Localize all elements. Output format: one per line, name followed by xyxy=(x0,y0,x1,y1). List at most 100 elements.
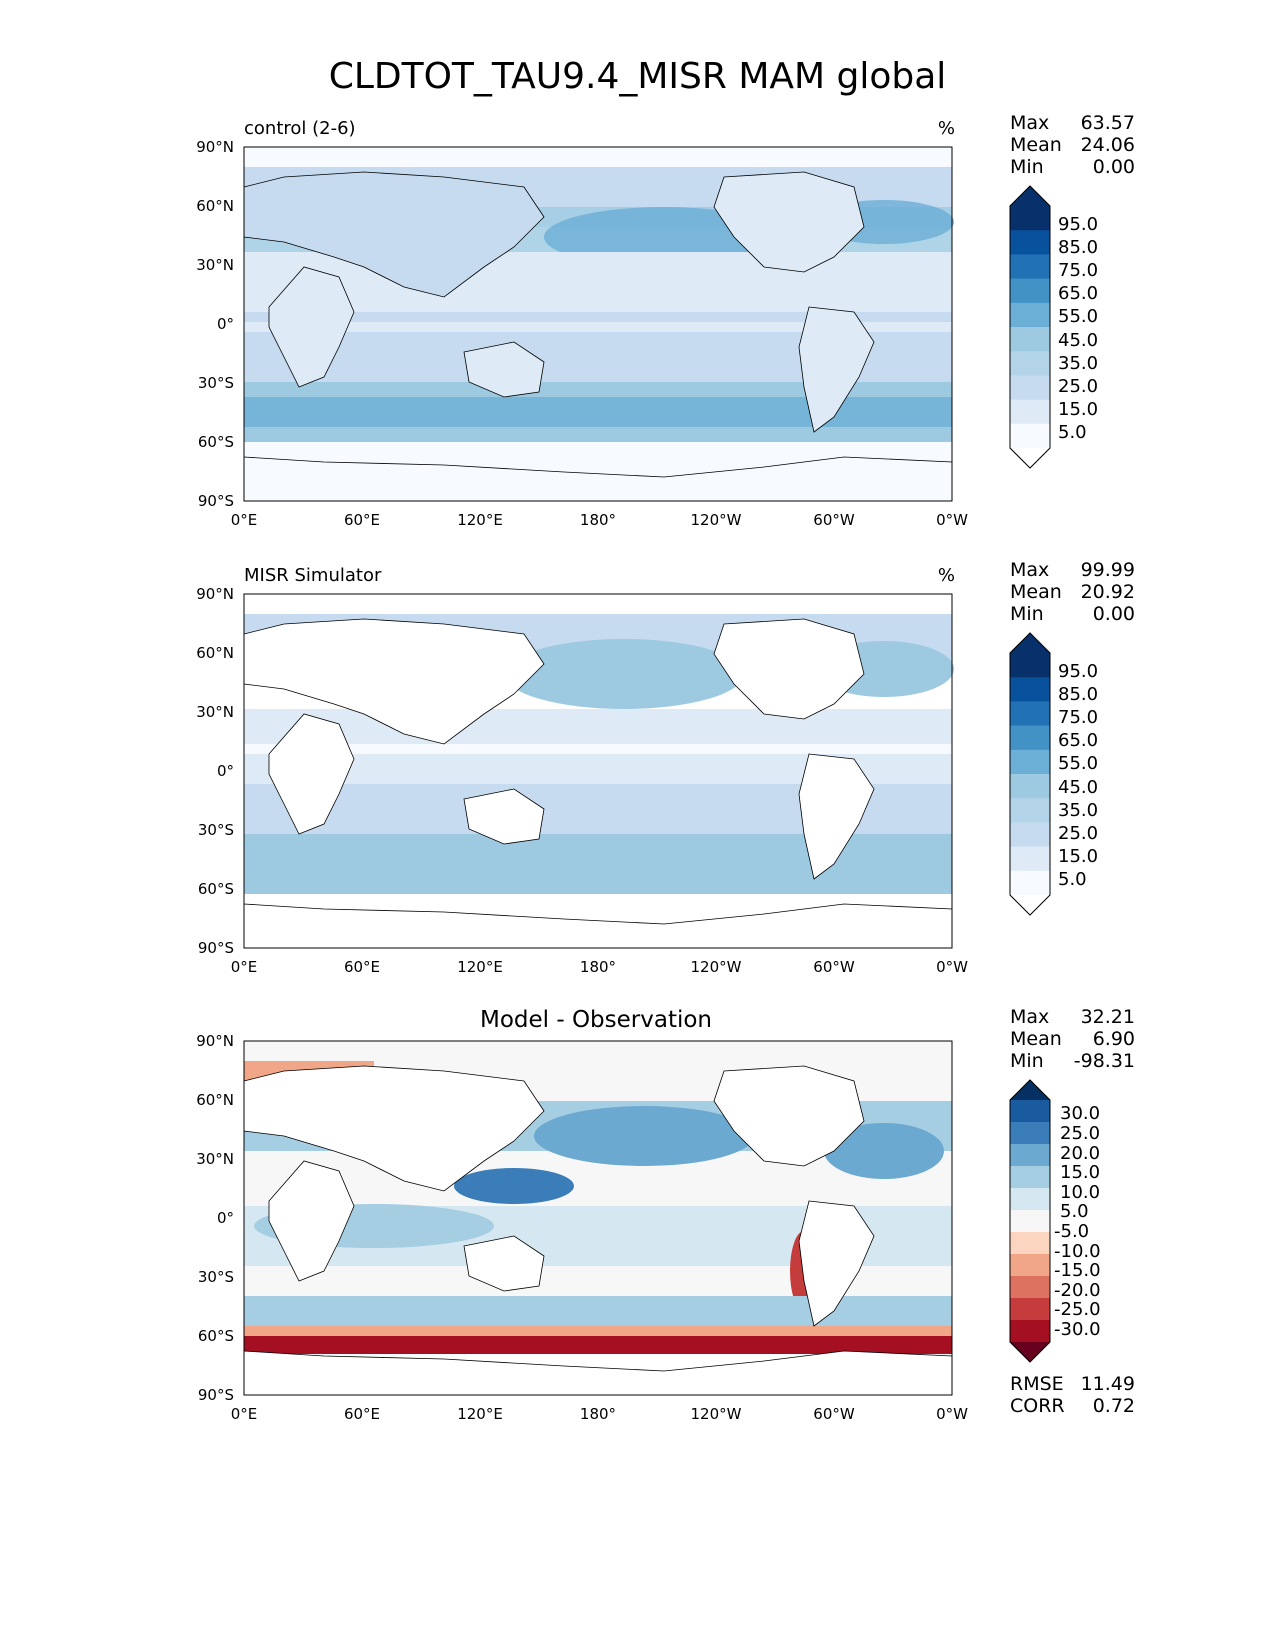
cb1-label: 65.0 xyxy=(1058,283,1099,304)
panel-2-xtick: 180° xyxy=(579,958,617,976)
colorbar-swatch xyxy=(1010,774,1050,799)
colorbar-swatch xyxy=(1010,725,1050,751)
cb3-label: -10.0 xyxy=(1054,1241,1101,1262)
cb1-label: 15.0 xyxy=(1058,399,1099,420)
colorbar-swatch xyxy=(1010,870,1050,896)
cb1-label: 85.0 xyxy=(1058,237,1099,258)
stat-mean: 24.06 xyxy=(1080,134,1135,156)
panel-3-xtick: 0°W xyxy=(936,1405,968,1423)
cb2-label: 5.0 xyxy=(1058,869,1087,890)
metric-rmse: 11.49 xyxy=(1080,1373,1135,1395)
stat-label: Min xyxy=(1010,156,1044,178)
panel-2-unit: % xyxy=(937,565,955,586)
colorbar-extend-top xyxy=(1010,1080,1050,1100)
colorbar-swatch xyxy=(1010,1188,1050,1211)
cb2-label: 45.0 xyxy=(1058,777,1099,798)
panel-1-xtick: 60°W xyxy=(813,511,855,529)
colorbar-swatch xyxy=(1010,677,1050,702)
panel-3-ytick: 30°N xyxy=(196,1150,234,1168)
cb3-label: -25.0 xyxy=(1054,1299,1101,1320)
panel-2-xtick: 60°W xyxy=(813,958,855,976)
colorbar-swatch xyxy=(1010,1100,1050,1123)
colorbar-extend-bottom xyxy=(1010,448,1050,468)
cb1-label: 75.0 xyxy=(1058,260,1099,281)
stat-max: 32.21 xyxy=(1080,1006,1135,1028)
cb1-label: 95.0 xyxy=(1058,214,1099,235)
colorbar-swatch xyxy=(1010,375,1050,401)
cb3-label: -5.0 xyxy=(1054,1221,1090,1242)
stat-label: Max xyxy=(1010,559,1050,581)
cb3-label: 15.0 xyxy=(1060,1162,1101,1183)
panel-2-map xyxy=(243,593,954,949)
colorbar-swatch xyxy=(1010,749,1050,775)
cb3-label: 10.0 xyxy=(1060,1182,1101,1203)
colorbar-swatch xyxy=(1010,278,1050,304)
cb2-label: 65.0 xyxy=(1058,730,1099,751)
colorbar-outline xyxy=(1009,632,1051,916)
panel-3-map xyxy=(243,1040,953,1396)
panel-1-colorbar xyxy=(1009,185,1051,469)
panel-1-map xyxy=(243,146,954,502)
colorbar-outline xyxy=(1009,185,1051,469)
panel-1-xtick: 120°W xyxy=(690,511,742,529)
metric-label: CORR xyxy=(1010,1395,1065,1417)
panel-2-ytick: 30°S xyxy=(197,821,234,839)
stat-max: 99.99 xyxy=(1080,559,1135,581)
stat-mean: 6.90 xyxy=(1092,1028,1135,1050)
cb1-label: 35.0 xyxy=(1058,353,1099,374)
colorbar-swatch xyxy=(1010,1210,1050,1233)
stat-label: Max xyxy=(1010,112,1050,134)
colorbar-swatch xyxy=(1010,1298,1050,1321)
cb2-label: 95.0 xyxy=(1058,661,1099,682)
cb3-label: 20.0 xyxy=(1060,1143,1101,1164)
stat-label: Min xyxy=(1010,1050,1044,1072)
colorbar-swatch xyxy=(1010,302,1050,328)
colorbar-swatch xyxy=(1010,653,1050,678)
colorbar-swatch xyxy=(1010,399,1050,425)
panel-3-colorbar xyxy=(1009,1079,1051,1363)
cb3-label: -15.0 xyxy=(1054,1260,1101,1281)
panel-2-ytick: 90°N xyxy=(196,585,234,603)
cb3-label: -30.0 xyxy=(1054,1319,1101,1340)
colorbar-swatch xyxy=(1010,230,1050,255)
colorbar-swatch xyxy=(1010,846,1050,872)
panel-2-xtick: 120°E xyxy=(457,958,503,976)
cb3-label: 30.0 xyxy=(1060,1103,1101,1124)
stat-label: Mean xyxy=(1010,581,1062,603)
colorbar-swatch xyxy=(1010,1144,1050,1167)
panel-3-xtick: 60°E xyxy=(343,1405,381,1423)
cb2-label: 85.0 xyxy=(1058,684,1099,705)
panel-1-label: control (2-6) xyxy=(244,118,356,139)
stat-label: Mean xyxy=(1010,1028,1062,1050)
panel-3-ytick: 60°S xyxy=(197,1327,234,1345)
colorbar-outline xyxy=(1009,1079,1051,1363)
panel-2-ytick: 60°S xyxy=(197,880,234,898)
panel-2-xtick: 120°W xyxy=(690,958,742,976)
colorbar-swatch xyxy=(1010,1122,1050,1145)
stat-label: Mean xyxy=(1010,134,1062,156)
panel-3-stats: Max 32.21 Mean 6.90 Min -98.31 xyxy=(1010,1006,1135,1072)
panel-2-ytick: 90°S xyxy=(197,939,234,957)
colorbar-swatch xyxy=(1010,1276,1050,1299)
stat-min: 0.00 xyxy=(1092,156,1135,178)
panel-1-xtick: 0°W xyxy=(936,511,968,529)
cb2-label: 25.0 xyxy=(1058,823,1099,844)
panel-2-label: MISR Simulator xyxy=(244,565,382,586)
metric-label: RMSE xyxy=(1010,1373,1064,1395)
colorbar-swatch xyxy=(1010,701,1050,727)
panel-1-xtick: 0°E xyxy=(230,511,258,529)
colorbar-swatch xyxy=(1010,423,1050,449)
cb3-label: 5.0 xyxy=(1060,1201,1089,1222)
panel-1-stats: Max 63.57 Mean 24.06 Min 0.00 xyxy=(1010,112,1135,178)
panel-1-ytick: 90°S xyxy=(197,492,234,510)
panel-3-title: Model - Observation xyxy=(479,1007,713,1033)
figure-title: CLDTOT_TAU9.4_MISR MAM global xyxy=(328,56,947,97)
panel-3-xtick: 0°E xyxy=(230,1405,258,1423)
colorbar-swatch xyxy=(1010,1254,1050,1277)
cb1-label: 45.0 xyxy=(1058,330,1099,351)
colorbar-extend-bottom xyxy=(1010,895,1050,915)
panel-1-ytick: 0° xyxy=(216,315,234,333)
panel-2-xtick: 0°W xyxy=(936,958,968,976)
colorbar-swatch xyxy=(1010,327,1050,352)
panel-3-ytick: 90°S xyxy=(197,1386,234,1404)
